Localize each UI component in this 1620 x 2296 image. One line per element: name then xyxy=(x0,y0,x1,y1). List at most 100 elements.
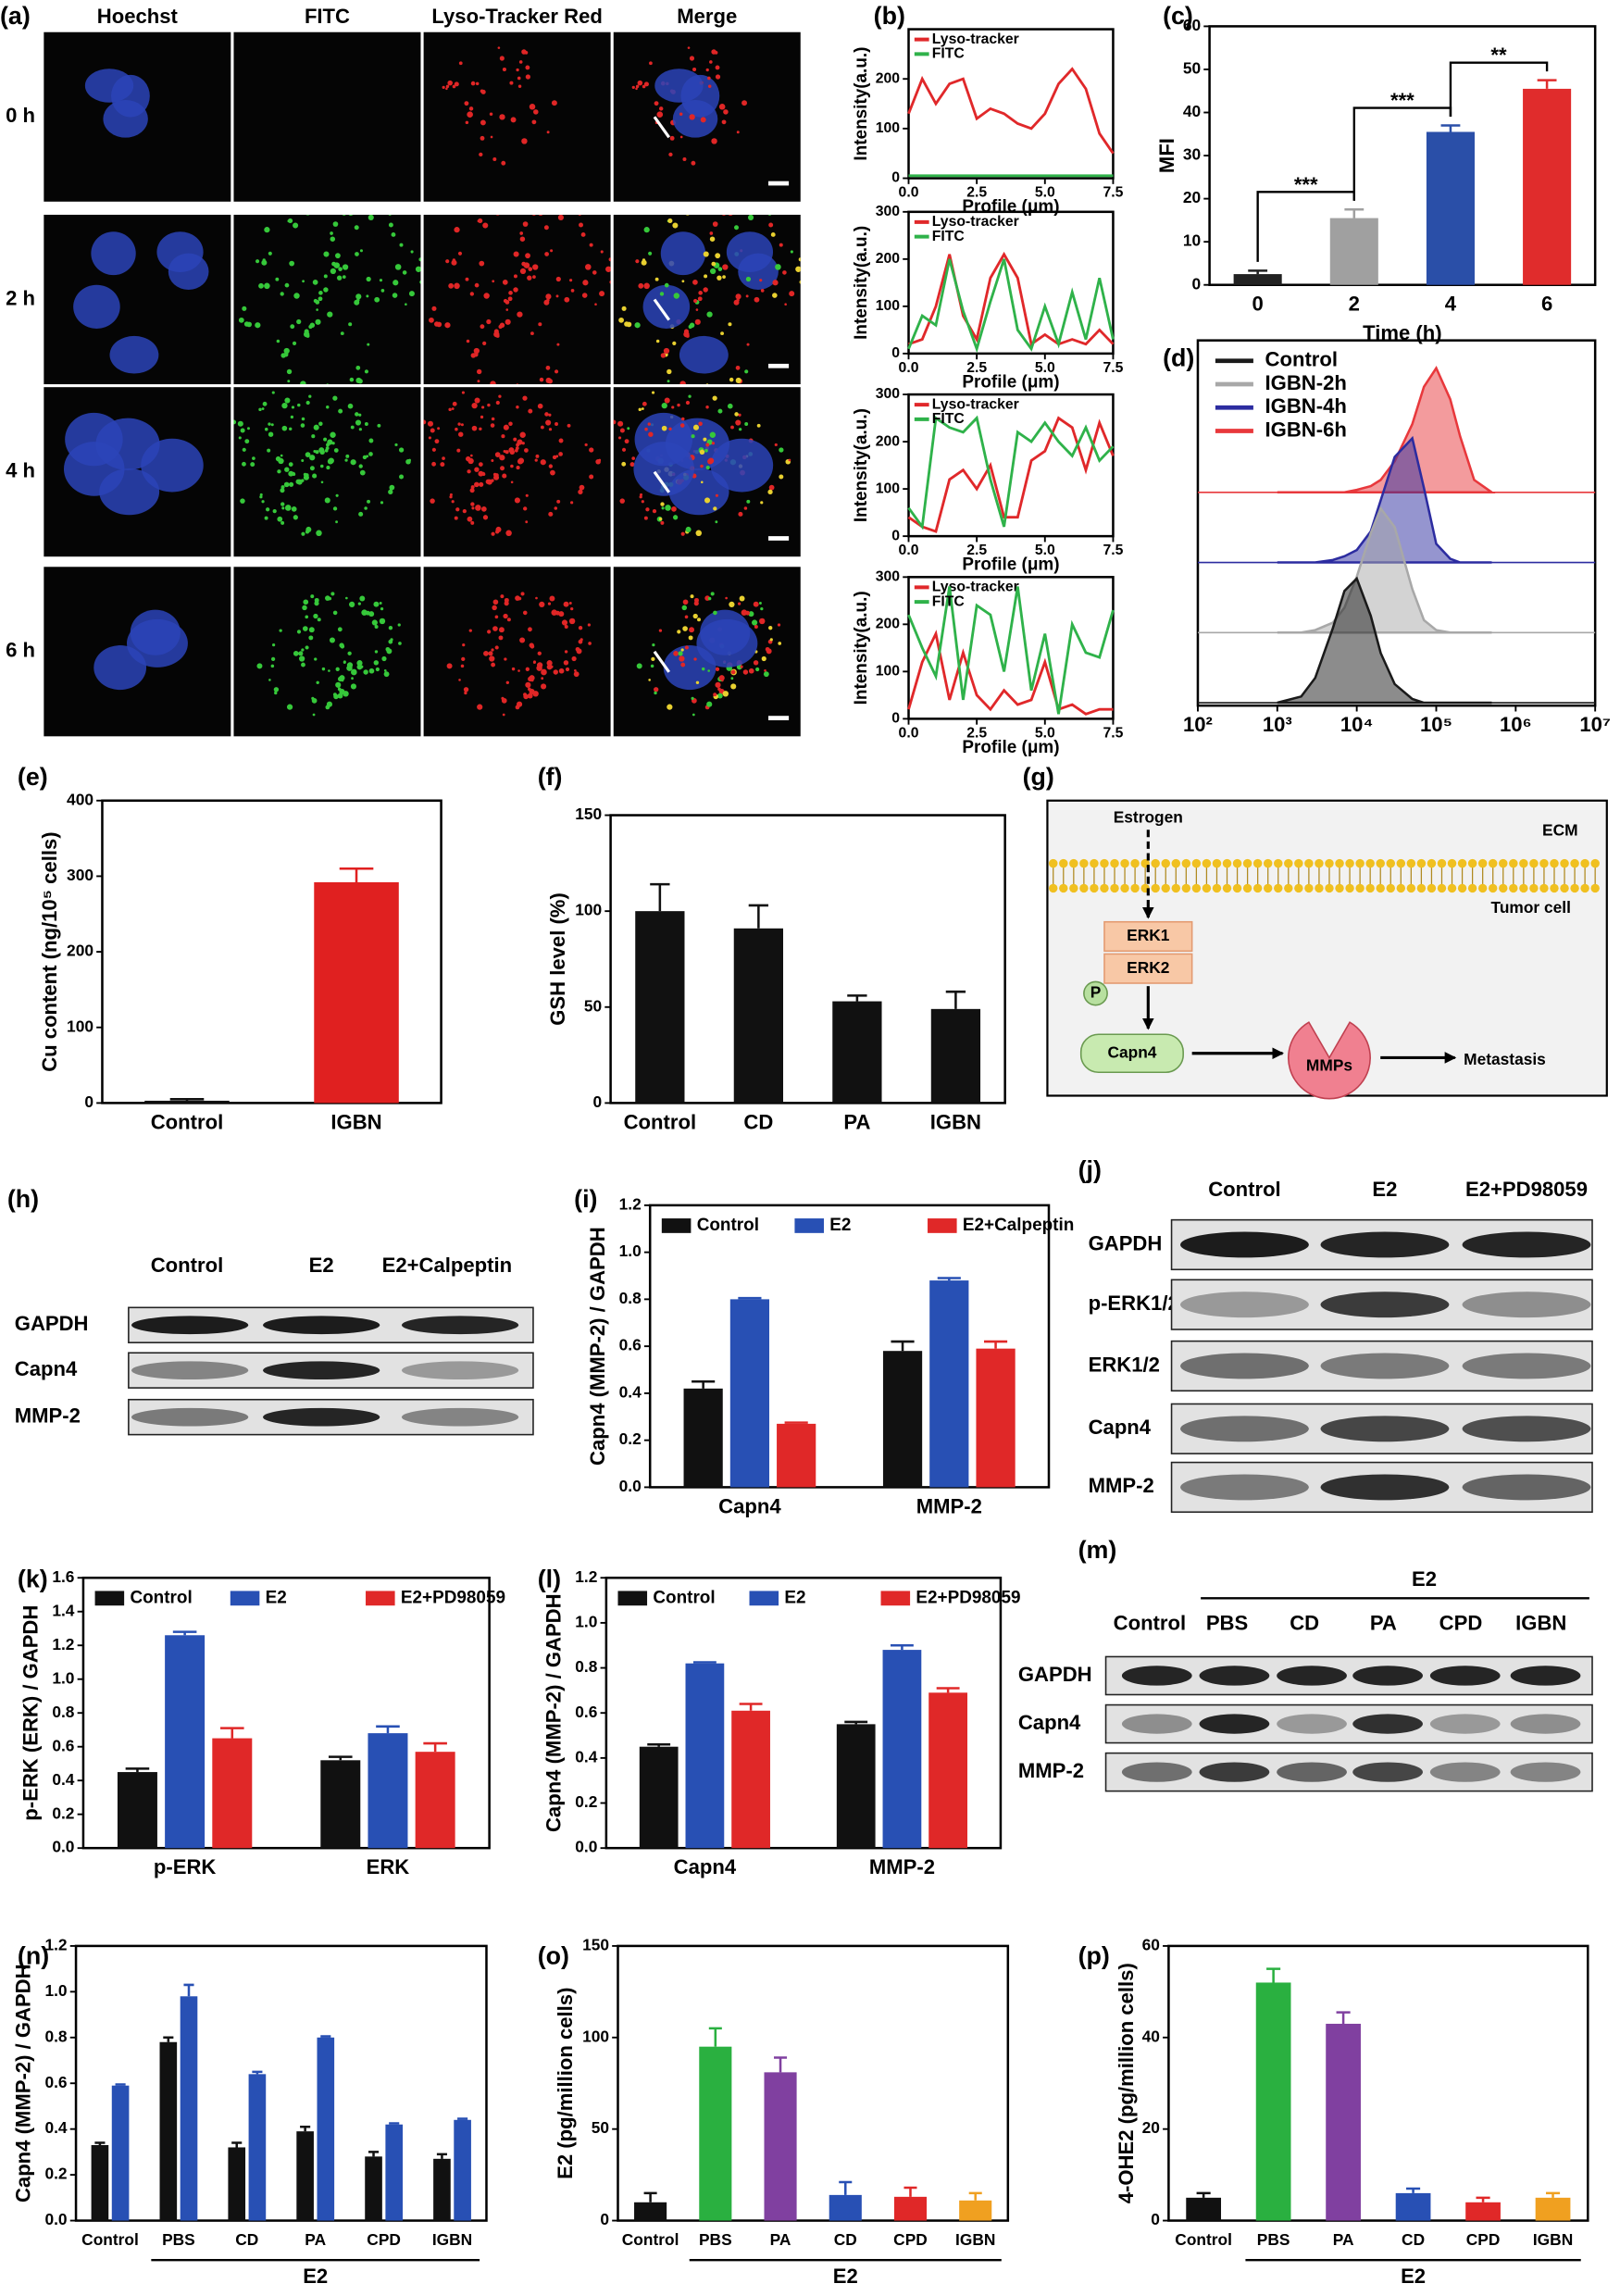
fluorescent-spot xyxy=(777,623,781,627)
fluorescent-spot xyxy=(482,222,489,229)
fluorescent-spot xyxy=(760,289,765,293)
y-tick-label: 1.0 xyxy=(44,1981,67,2000)
membrane-head xyxy=(1274,883,1283,893)
fluorescent-spot xyxy=(748,611,754,618)
y-axis-label: GSH level (%) xyxy=(546,892,569,1026)
fluorescent-spot xyxy=(332,693,337,697)
fluorescent-spot xyxy=(491,417,495,421)
y-tick-label: 200 xyxy=(876,70,901,86)
fluorescent-spot xyxy=(704,497,711,504)
fluorescent-spot xyxy=(337,693,343,699)
fluorescent-spot xyxy=(712,395,717,401)
fluorescent-spot xyxy=(580,232,586,237)
fluorescent-spot xyxy=(301,662,305,668)
x-tick-label: Control xyxy=(81,2230,139,2249)
fluorescent-spot xyxy=(324,448,329,453)
membrane-head xyxy=(1396,858,1406,868)
fluorescent-spot xyxy=(715,681,721,688)
y-tick-label: 0.6 xyxy=(44,2073,67,2091)
fluorescent-spot xyxy=(516,405,519,409)
fluorescent-spot xyxy=(454,81,459,87)
fluorescent-spot xyxy=(679,135,683,139)
fluorescent-spot xyxy=(354,225,359,231)
band-label: Capn4 xyxy=(1089,1416,1152,1439)
bar xyxy=(1255,1982,1291,2221)
membrane-head xyxy=(1345,858,1354,868)
membrane-head xyxy=(1202,858,1212,868)
fluorescent-spot xyxy=(480,505,487,512)
group-label: E2 xyxy=(303,2265,328,2288)
fluorescent-spot xyxy=(456,448,461,453)
fluorescent-spot xyxy=(689,322,695,329)
fluorescent-spot xyxy=(311,696,315,701)
fluorescent-spot xyxy=(312,280,318,285)
error-bar xyxy=(739,1703,763,1711)
fluorescent-spot xyxy=(483,293,490,299)
fluorescent-spot xyxy=(635,87,638,91)
bar xyxy=(144,1100,230,1104)
micrograph-content xyxy=(423,391,602,537)
fluorescent-spot xyxy=(491,648,494,652)
fluorescent-spot xyxy=(527,693,533,699)
fluorescent-spot xyxy=(244,439,250,444)
column-header: FITC xyxy=(305,5,350,28)
fluorescent-spot xyxy=(451,407,455,410)
fluorescent-spot xyxy=(480,119,486,126)
fluorescent-spot xyxy=(624,439,629,444)
fluorescent-spot xyxy=(451,259,457,266)
fluorescent-spot xyxy=(479,427,482,431)
fluorescent-spot xyxy=(452,401,457,406)
fluorescent-spot xyxy=(735,419,741,426)
y-tick-label: 10 xyxy=(1183,231,1201,250)
x-tick-label: 7.5 xyxy=(1103,360,1123,376)
fluorescent-spot xyxy=(347,403,354,409)
fluorescent-spot xyxy=(332,395,338,401)
fluorescent-spot xyxy=(536,665,542,671)
fluorescent-spot xyxy=(283,347,290,355)
fluorescent-spot xyxy=(519,431,526,438)
fluorescent-spot xyxy=(700,117,706,123)
fluorescent-spot xyxy=(457,422,461,426)
cell-nucleus xyxy=(696,618,758,668)
error-bar xyxy=(94,2141,106,2145)
fluorescent-spot xyxy=(318,291,323,295)
bar xyxy=(729,1299,770,1488)
fluorescent-spot xyxy=(495,214,500,216)
fluorescent-spot xyxy=(398,642,402,645)
fluorescent-spot xyxy=(707,457,715,464)
membrane-head xyxy=(1355,858,1365,868)
plot-frame xyxy=(907,393,1115,538)
y-tick-label: 0.0 xyxy=(619,1477,642,1495)
fluorescent-spot xyxy=(482,341,487,345)
fluorescent-spot xyxy=(373,601,380,607)
fluorescent-spot xyxy=(303,599,309,605)
erk-box xyxy=(1103,953,1193,984)
fluorescent-spot xyxy=(312,713,316,717)
fluorescent-spot xyxy=(728,214,733,216)
fluorescent-spot xyxy=(350,425,355,430)
fluorescent-spot xyxy=(589,447,594,453)
bar xyxy=(928,1692,967,1849)
bar xyxy=(433,2158,451,2221)
fluorescent-spot xyxy=(564,624,568,629)
fluorescent-spot xyxy=(335,493,339,497)
fluorescent-spot xyxy=(722,691,729,697)
legend-label: Lyso-tracker xyxy=(932,580,1019,595)
lane-label: Control xyxy=(1114,1612,1186,1635)
fluorescent-spot xyxy=(499,455,505,461)
membrane-head xyxy=(1437,883,1447,893)
fluorescent-spot xyxy=(305,214,310,216)
band-label: GAPDH xyxy=(15,1312,89,1335)
fluorescent-spot xyxy=(461,656,466,662)
x-tick-label: 2.5 xyxy=(966,725,987,741)
fluorescent-spot xyxy=(423,419,427,425)
scale-bar xyxy=(768,363,790,368)
y-tick-label: 100 xyxy=(67,1017,93,1035)
fluorescent-spot xyxy=(470,454,473,457)
scale-bar xyxy=(768,536,790,541)
fluorescent-spot xyxy=(455,427,458,431)
legend-label: Control xyxy=(653,1588,715,1607)
fluorescent-spot xyxy=(505,680,510,684)
profile-line xyxy=(653,116,671,139)
fluorescent-spot xyxy=(548,464,554,468)
